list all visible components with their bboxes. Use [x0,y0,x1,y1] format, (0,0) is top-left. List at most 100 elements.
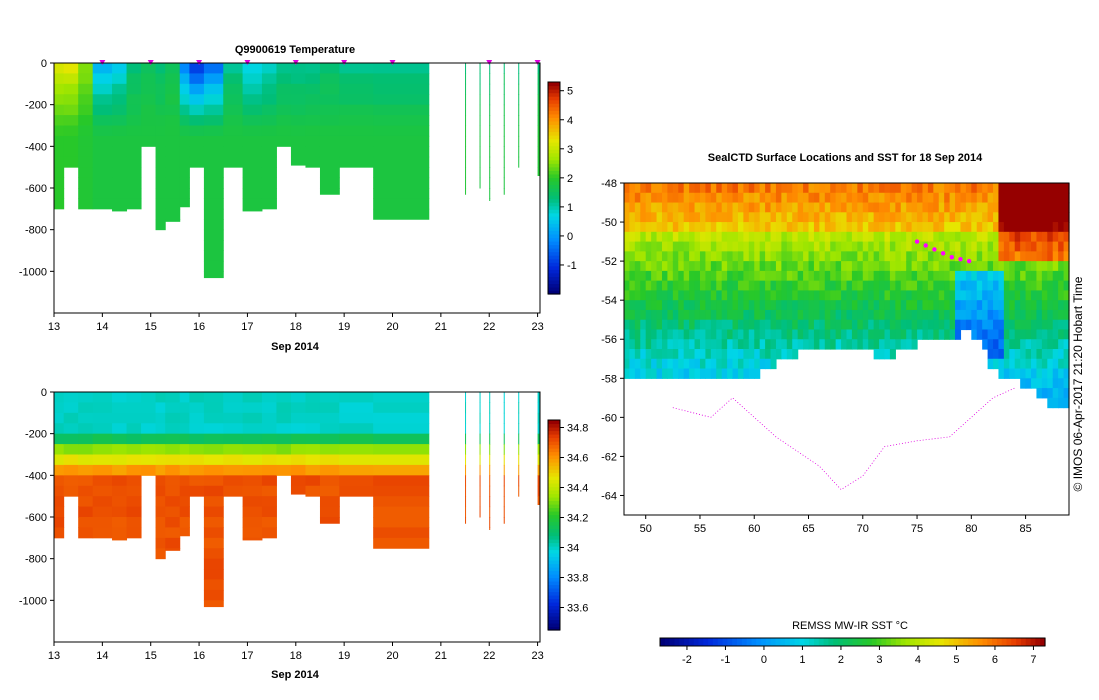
salinity-cell [112,527,128,539]
sst-cell [808,251,815,262]
temperature-cell [373,156,430,168]
temperature-cell [305,83,321,95]
sst-cell [678,192,685,204]
sst-cell [944,300,951,311]
sst-cell [911,309,918,321]
sst-cell [911,231,918,243]
temperature-cell [465,104,467,116]
sst-cell [759,339,766,350]
sst-cell [803,202,810,213]
sst-cell [1047,368,1054,379]
sst-cell [634,251,641,262]
sst-cell [754,290,761,301]
colorbar-segment [548,598,560,603]
sst-cell [1036,261,1043,272]
sst-cell [651,290,658,301]
sst-cell [1014,309,1021,321]
salinity-cell [339,464,374,476]
colorbar-segment [900,638,907,646]
sst-cell [808,280,815,292]
sst-cell [629,241,636,252]
sst-cell [683,329,690,340]
sst-cell [965,222,972,233]
salinity-cell [92,464,113,476]
sst-cell [846,251,853,262]
sst-cell [857,329,864,340]
salinity-cell [155,496,166,508]
sst-cell [830,202,837,213]
temperature-cell [261,115,277,126]
colorbar-segment [548,525,560,530]
sst-cell [1031,202,1038,213]
colorbar-segment [548,469,560,474]
sst-cell [824,300,831,311]
sst-cell [775,251,782,262]
x-tick-label: 14 [96,321,108,333]
colorbar-tick-label: 0 [761,654,767,666]
sst-cell [1025,212,1032,223]
temperature-cell [261,73,277,85]
sst-cell [813,319,820,331]
sst-cell [889,202,896,213]
sst-cell [737,192,744,204]
colorbar-segment [548,455,560,460]
sst-cell [770,290,777,301]
sst-cell [819,300,826,311]
sst-cell [922,231,929,243]
salinity-cell [155,537,166,549]
colorbar-segment [852,638,858,646]
sst-cell [634,349,641,360]
salinity-cell [319,433,340,445]
x-tick-label: 75 [911,523,923,535]
temperature-cell [489,188,491,199]
sst-cell [689,309,696,321]
sst-cell [624,309,631,321]
temperature-cell [92,146,113,158]
temperature-cell [54,156,65,168]
sst-cell [884,183,891,194]
sst-cell [824,251,831,262]
sst-cell [786,300,793,311]
salinity-cell [155,548,166,560]
temperature-cell [155,219,166,231]
sst-cell [1003,251,1010,262]
temperature-cell [290,146,306,158]
temperature-cell [223,125,244,137]
sst-cell [737,202,744,213]
sst-cell [1047,290,1054,301]
sst-cell [727,261,734,272]
temperature-cell [203,188,224,199]
sst-cell [661,231,669,243]
colorbar-segment [770,638,777,646]
colorbar-segment [722,638,728,646]
salinity-cell [54,454,65,466]
sst-cell [797,251,804,262]
sst-cell [851,309,858,321]
sst-cell [900,183,907,194]
salinity-cell [165,548,181,551]
sst-cell [857,300,864,311]
sst-cell [982,231,989,243]
salinity-cell [290,464,306,476]
temperature-cell [537,125,541,137]
sst-cell [732,358,739,370]
sst-cell [737,290,744,301]
sst-cell [976,261,983,272]
sst-cell [737,329,744,340]
sst-cell [917,222,924,233]
salinity-cell [479,412,481,424]
salinity-cell [242,444,263,455]
sst-cell [965,309,972,321]
sst-cell [716,251,723,262]
temperature-cell [339,156,374,168]
colorbar-segment [548,177,560,182]
sst-cell [1052,378,1059,389]
sst-cell [765,202,772,213]
sst-cell [1041,222,1048,233]
temperature-cell [319,94,340,106]
sst-cell [661,261,669,272]
sst-cell [998,241,1005,252]
salinity-cell [189,475,205,487]
sst-cell [841,241,848,252]
sst-cell [1041,202,1048,213]
